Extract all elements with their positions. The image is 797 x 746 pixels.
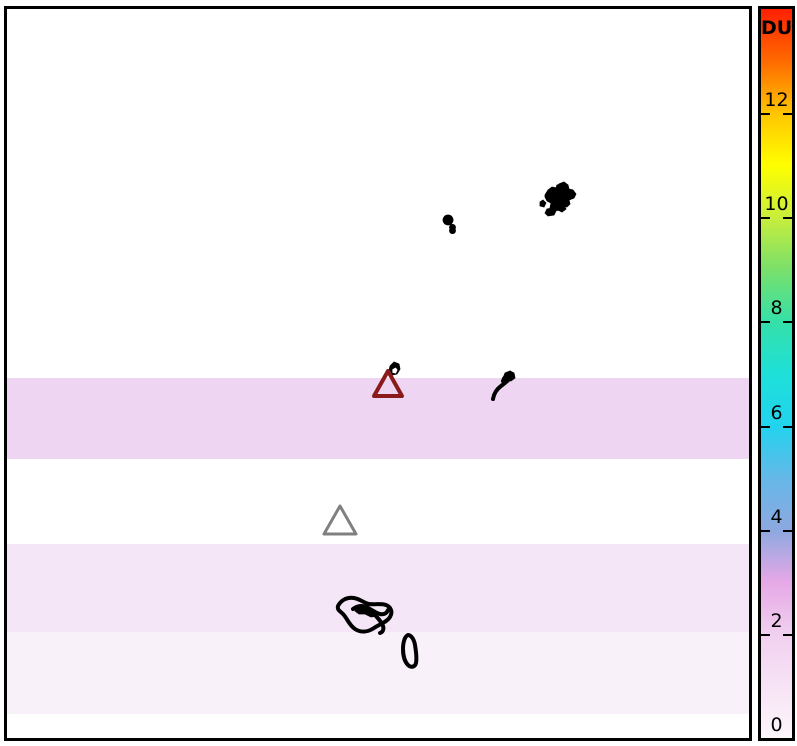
colorbar-tick-8-right [783, 321, 792, 324]
colorbar-tick-2 [761, 633, 770, 636]
colorbar-label-2: 2 [770, 609, 783, 632]
colorbar-tick-12 [761, 113, 770, 116]
colorbar-label-6: 6 [770, 401, 783, 424]
data-band-band-gap [7, 459, 749, 544]
colorbar-unit-label: DU [761, 17, 793, 39]
data-band-band-lower [7, 632, 749, 714]
data-band-band-upper [7, 378, 749, 459]
data-band-band-mid [7, 544, 749, 632]
colorbar-gradient [761, 9, 792, 738]
colorbar-tick-12-right [783, 113, 792, 116]
colorbar-label-0: 0 [770, 714, 783, 736]
data-band-band-base [7, 714, 749, 738]
map-canvas [7, 9, 749, 738]
colorbar-tick-2-right [783, 633, 792, 636]
colorbar-label-12: 12 [764, 89, 789, 112]
coastline-island-ring-north [442, 214, 456, 234]
colorbar-tick-4 [761, 529, 770, 532]
colorbar-label-10: 10 [764, 193, 789, 216]
colorbar-tick-4-right [783, 529, 792, 532]
colorbar-label-4: 4 [770, 505, 783, 528]
coastline-island-cluster-northeast [539, 181, 577, 217]
colorbar-tick-10 [761, 217, 770, 220]
coastline-island-near-volcano [388, 361, 401, 376]
colorbar-tick-6-right [783, 425, 792, 428]
colorbar-label-8: 8 [770, 297, 783, 320]
colorbar-tick-10-right [783, 217, 792, 220]
map-panel[interactable] [4, 6, 752, 741]
colorbar-tick-8 [761, 321, 770, 324]
colorbar[interactable]: 12 10 8 6 4 2 0 DU [758, 6, 795, 741]
colorbar-tick-6 [761, 425, 770, 428]
